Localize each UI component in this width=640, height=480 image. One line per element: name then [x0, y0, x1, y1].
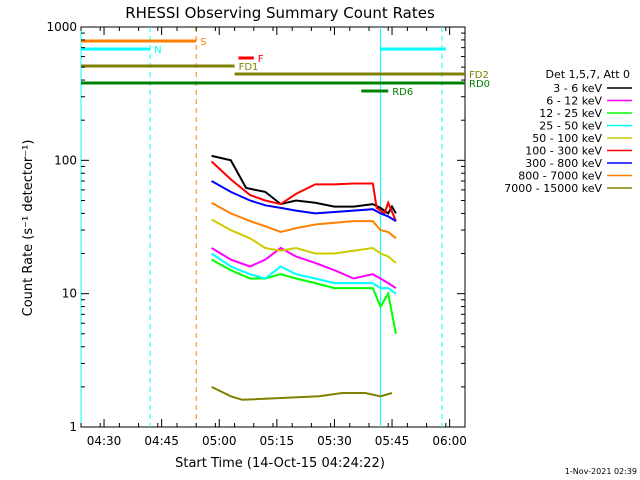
legend-label-4: 25 - 50 keV	[539, 120, 602, 133]
x-axis: 04:30 04:45 05:00 05:15 05:30 05:45 06:00	[80, 27, 467, 448]
x-tick-label-5: 05:30	[317, 434, 352, 448]
series-line-7	[211, 180, 397, 222]
legend-label-5: 50 - 100 keV	[532, 132, 602, 145]
legend-title: Det 1,5,7, Att 0	[546, 68, 630, 81]
flag-label-2: N	[154, 45, 161, 56]
x-tick-label-2: 04:45	[144, 434, 179, 448]
series-line-6	[210, 160, 397, 222]
chart-title: RHESSI Observing Summary Count Rates	[125, 4, 435, 22]
series-line-2	[211, 246, 397, 289]
legend-label-3: 12 - 25 keV	[539, 107, 602, 120]
y-tick-label-2: 10	[62, 287, 77, 301]
series-line-9	[211, 386, 393, 401]
legend-label-9: 7000 - 15000 keV	[504, 182, 602, 195]
x-tick-label-3: 05:00	[202, 434, 237, 448]
x-tick-label-1: 04:30	[87, 434, 122, 448]
series-line-3	[211, 258, 397, 334]
flag-label-1: S	[200, 37, 206, 48]
flag-label-8: RD6	[392, 87, 413, 98]
x-tick-label-4: 05:15	[260, 434, 295, 448]
x-tick-label-6: 05:45	[375, 434, 410, 448]
legend-label-6: 100 - 300 keV	[525, 145, 602, 158]
y-axis: 1 10 100 1000	[46, 20, 465, 434]
series-line-5	[211, 218, 397, 264]
legend-label-1: 3 - 6 keV	[553, 82, 602, 95]
y-tick-label-4: 1000	[46, 20, 77, 34]
legend-label-8: 800 - 7000 keV	[518, 170, 602, 183]
y-axis-label: Count Rate (s⁻¹ detector⁻¹)	[21, 140, 36, 317]
flag-label-5: FD1	[239, 62, 259, 73]
legend-label-7: 300 - 800 keV	[525, 157, 602, 170]
x-tick-label-7: 06:00	[432, 434, 467, 448]
timestamp: 1-Nov-2021 02:39	[565, 467, 637, 476]
series-line-1	[211, 154, 397, 215]
flag-label-6: FD2	[469, 70, 489, 81]
y-tick-label-3: 100	[54, 153, 77, 167]
plot-area	[80, 26, 466, 428]
y-tick-label-1: 1	[69, 420, 77, 434]
legend-label-2: 6 - 12 keV	[546, 95, 602, 108]
x-axis-label: Start Time (14-Oct-15 04:24:22)	[175, 456, 385, 471]
flag-label-4: F	[258, 54, 264, 65]
series-line-4	[211, 252, 397, 295]
flag-label-7: RD0	[469, 79, 490, 90]
series-line-8	[211, 201, 397, 240]
